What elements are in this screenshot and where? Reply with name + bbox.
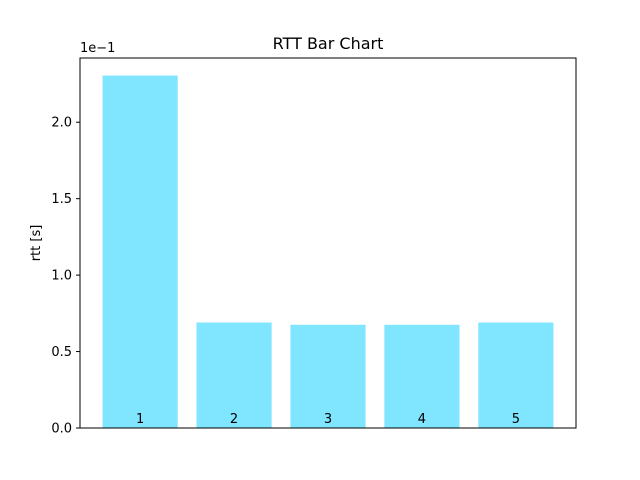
bar-4 <box>384 324 460 428</box>
y-tick-label: 0.5 <box>51 345 72 360</box>
bar-label-4: 4 <box>418 412 426 427</box>
y-axis-offset-label: 1e−1 <box>80 41 115 56</box>
y-tick-label: 2.0 <box>51 116 72 131</box>
bar-label-3: 3 <box>324 412 332 427</box>
bar-3 <box>290 324 366 428</box>
bar-label-5: 5 <box>512 412 520 427</box>
y-tick-label: 1.0 <box>51 269 72 284</box>
y-ticks-layer: 0.0 0.5 1.0 1.5 2.0 <box>51 116 80 437</box>
bar-2 <box>196 322 272 428</box>
y-tick-label: 1.5 <box>51 192 72 207</box>
plot-frame <box>79 57 577 429</box>
bar-label-1: 1 <box>136 412 144 427</box>
bar-5 <box>478 322 554 428</box>
chart-title: RTT Bar Chart <box>273 34 384 53</box>
bar-1 <box>102 75 178 428</box>
bars-layer: 1 2 3 4 5 <box>102 75 554 428</box>
y-axis-label: rtt [s] <box>29 225 44 262</box>
y-tick-label: 0.0 <box>51 422 72 437</box>
bar-label-2: 2 <box>230 412 238 427</box>
